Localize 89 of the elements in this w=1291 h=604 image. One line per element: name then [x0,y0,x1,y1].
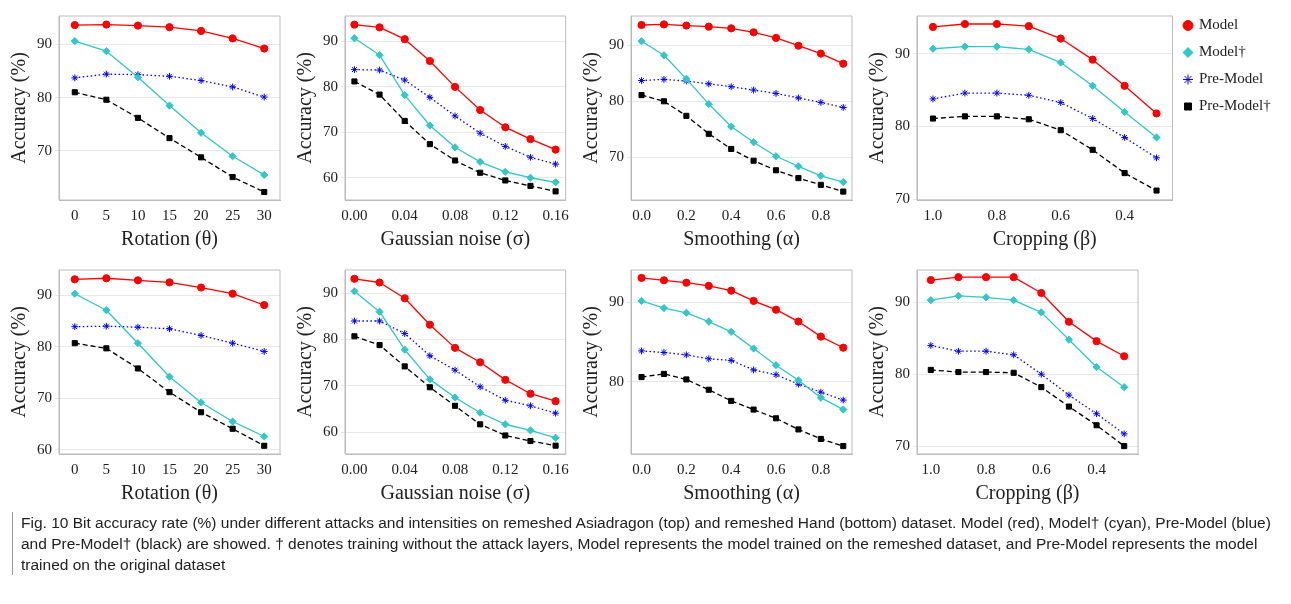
y-tick-label: 60 [323,168,338,185]
x-tick-label: 25 [225,206,241,223]
x-tick-label: 0.04 [391,460,419,477]
x-tick-label: 0.16 [542,206,570,223]
x-tick-label: 1.0 [921,460,941,477]
x-tick-label: 0.0 [632,206,651,223]
y-tick-label: 80 [609,372,624,389]
x-axis-title: Gaussian noise (σ) [380,227,531,251]
x-tick-label: 0.2 [676,206,696,223]
x-axis-title: Smoothing (α) [683,227,800,251]
x-tick-label: 10 [130,460,146,477]
y-tick-label: 70 [37,141,52,158]
y-tick-label: 80 [323,77,338,94]
x-tick-label: 0.16 [542,460,570,477]
x-tick-label: 0.4 [721,460,742,477]
x-tick-label: 0 [71,460,79,477]
y-tick-label: 80 [37,88,52,105]
legend-label: Pre-Model† [1199,97,1272,114]
y-tick-label: 70 [323,376,338,393]
y-tick-label: 90 [895,44,910,61]
y-tick-label: 90 [37,286,52,303]
x-tick-label: 10 [130,206,146,223]
y-tick-label: 90 [609,293,624,310]
x-tick-label: 15 [162,206,177,223]
y-tick-label: 60 [37,440,52,457]
x-tick-label: 0.8 [987,206,1007,223]
x-tick-label: 0.12 [492,460,519,477]
legend-label: Pre-Model [1199,70,1264,87]
x-tick-label: 15 [162,460,177,477]
x-tick-label: 0.8 [976,460,996,477]
y-tick-label: 60 [323,423,338,440]
x-axis-title: Gaussian noise (σ) [380,481,531,505]
x-tick-label: 0.8 [811,460,831,477]
x-tick-label: 0.08 [441,460,469,477]
y-tick-label: 70 [37,389,52,406]
y-axis-title: Accuracy (%) [865,306,889,418]
caption: Fig. 10 Bit accuracy rate (%) under different attacks and intensities on remeshed Asiadragon (top) and remeshed Hand (bottom) dataset. Model (red), Model† (cyan), Pre-Model (blue) and Pre-Model† (black) are showed. † denotes training without the attack layers, Model represents the model trained on the remeshed dataset, and Pre-Model represents the model trained on the original dataset [12,512,1286,575]
x-tick-label: 5 [102,206,111,223]
y-tick-label: 80 [323,330,338,347]
y-tick-label: 80 [895,365,910,382]
y-axis-title: Accuracy (%) [579,52,603,164]
x-tick-label: 30 [256,206,272,223]
y-tick-label: 80 [895,117,910,134]
x-tick-label: 20 [193,206,209,223]
y-tick-label: 90 [895,293,910,310]
y-tick-label: 70 [609,148,624,165]
y-tick-label: 80 [37,337,52,354]
y-tick-label: 70 [895,190,910,207]
x-tick-label: 0.08 [441,206,469,223]
x-tick-label: 0 [71,206,79,223]
x-axis-title: Cropping (β) [992,227,1097,251]
x-axis-title: Smoothing (α) [683,481,800,505]
x-axis-title: Rotation (θ) [121,227,218,251]
y-tick-label: 70 [895,437,910,454]
y-tick-label: 90 [323,32,338,49]
y-tick-label: 70 [323,123,338,140]
y-axis-title: Accuracy (%) [293,52,317,164]
x-tick-label: 0.04 [391,206,419,223]
y-axis-title: Accuracy (%) [865,52,889,164]
y-tick-label: 90 [323,284,338,301]
x-axis-title: Cropping (β) [975,481,1080,505]
x-tick-label: 0.4 [721,206,742,223]
x-tick-label: 0.6 [766,460,786,477]
x-tick-label: 25 [225,460,241,477]
x-tick-label: 0.00 [341,206,368,223]
y-axis-title: Accuracy (%) [579,306,603,418]
x-tick-label: 0.4 [1115,206,1135,223]
x-tick-label: 0.00 [341,460,368,477]
x-tick-label: 0.6 [766,206,786,223]
x-axis-title: Rotation (θ) [121,481,218,505]
x-tick-label: 0.8 [811,206,831,223]
y-axis-title: Accuracy (%) [7,306,31,418]
legend-label: Model† [1199,43,1247,60]
x-tick-label: 1.0 [923,206,943,223]
y-tick-label: 90 [609,36,624,53]
x-tick-label: 5 [102,460,111,477]
x-tick-label: 30 [256,460,272,477]
x-tick-label: 0.0 [632,460,651,477]
y-tick-label: 80 [609,92,624,109]
x-tick-label: 0.6 [1051,206,1071,223]
x-tick-label: 20 [193,460,209,477]
x-tick-label: 0.2 [676,460,696,477]
y-axis-title: Accuracy (%) [293,306,317,418]
legend-label: Model [1199,16,1239,33]
x-tick-label: 0.6 [1031,460,1052,477]
x-tick-label: 0.12 [492,206,519,223]
x-tick-label: 0.4 [1087,460,1107,477]
y-tick-label: 90 [37,35,52,52]
y-axis-title: Accuracy (%) [7,52,31,164]
